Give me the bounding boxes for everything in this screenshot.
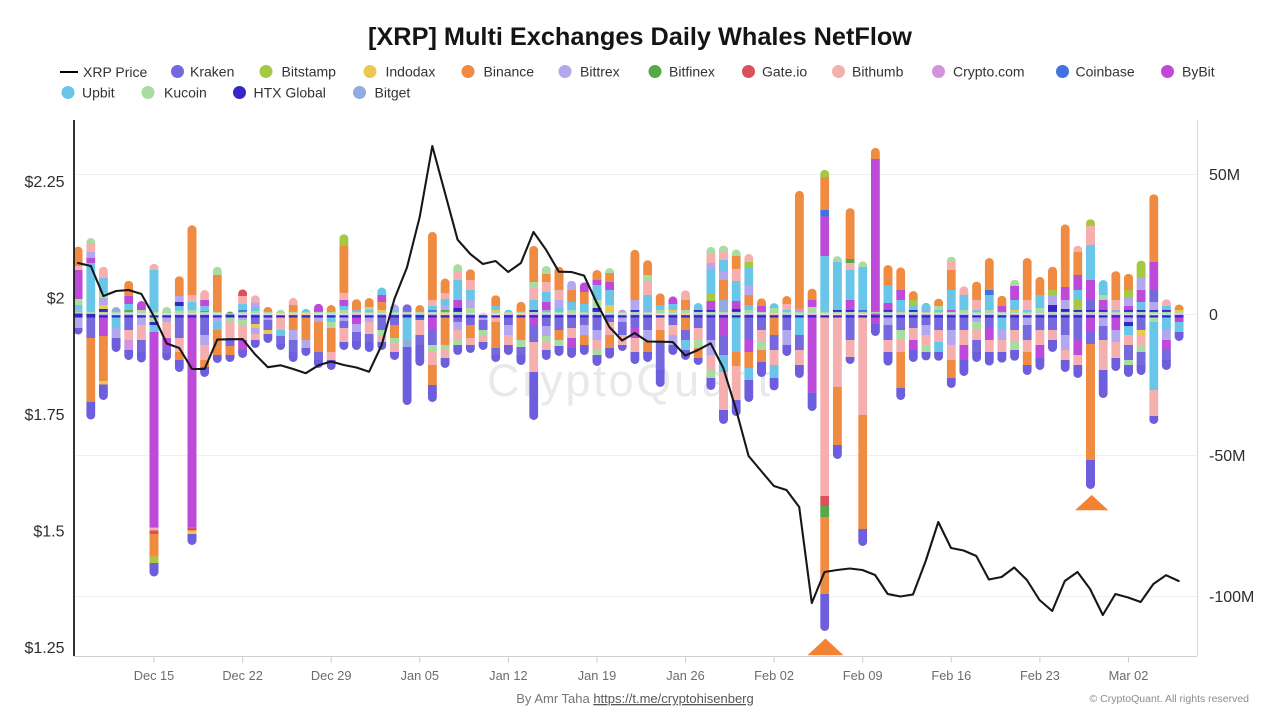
svg-text:0: 0: [1209, 307, 1218, 324]
svg-text:Bithumb: Bithumb: [852, 64, 904, 80]
svg-text:$1.5: $1.5: [33, 524, 64, 541]
svg-text:Feb 23: Feb 23: [1020, 668, 1060, 683]
svg-text:Bitstamp: Bitstamp: [282, 64, 337, 80]
svg-text:Jan 19: Jan 19: [578, 668, 616, 683]
svg-text:$2: $2: [47, 291, 65, 308]
svg-text:Dec 29: Dec 29: [311, 668, 352, 683]
svg-text:Jan 12: Jan 12: [489, 668, 527, 683]
svg-text:$2.25: $2.25: [24, 174, 64, 191]
svg-text:Kucoin: Kucoin: [164, 85, 207, 101]
svg-text:Mar 02: Mar 02: [1109, 668, 1149, 683]
svg-text:Bitget: Bitget: [375, 85, 411, 101]
svg-text:$1.25: $1.25: [24, 640, 64, 657]
svg-text:Bitfinex: Bitfinex: [669, 64, 715, 80]
svg-text:XRP Price: XRP Price: [83, 64, 148, 80]
svg-text:-100M: -100M: [1209, 589, 1254, 606]
svg-text:Binance: Binance: [484, 64, 535, 80]
svg-text:Indodax: Indodax: [386, 64, 436, 80]
svg-text:Dec 15: Dec 15: [134, 668, 175, 683]
svg-text:Jan 26: Jan 26: [666, 668, 704, 683]
svg-text:ByBit: ByBit: [1182, 64, 1215, 80]
svg-text:Crypto.com: Crypto.com: [953, 64, 1025, 80]
svg-text:Upbit: Upbit: [82, 85, 115, 101]
svg-text:Feb 09: Feb 09: [843, 668, 883, 683]
svg-text:-50M: -50M: [1209, 448, 1245, 465]
svg-text:Feb 02: Feb 02: [754, 668, 794, 683]
svg-text:Jan 05: Jan 05: [401, 668, 439, 683]
svg-text:By Amr Taha https://t.me/crypt: By Amr Taha https://t.me/cryptohisenberg: [516, 691, 754, 706]
svg-text:50M: 50M: [1209, 167, 1240, 184]
svg-text:© CryptoQuant. All rights rese: © CryptoQuant. All rights reserved: [1090, 693, 1250, 705]
svg-text:Bittrex: Bittrex: [580, 64, 620, 80]
svg-text:HTX Global: HTX Global: [254, 85, 326, 101]
svg-text:Feb 16: Feb 16: [931, 668, 971, 683]
svg-text:Kraken: Kraken: [190, 64, 234, 80]
svg-text:Gate.io: Gate.io: [762, 64, 807, 80]
svg-text:Dec 22: Dec 22: [222, 668, 263, 683]
svg-text:Coinbase: Coinbase: [1076, 64, 1135, 80]
svg-text:[XRP] Multi Exchanges Daily Wh: [XRP] Multi Exchanges Daily Whales NetFl…: [368, 23, 912, 51]
svg-text:$1.75: $1.75: [24, 407, 64, 424]
